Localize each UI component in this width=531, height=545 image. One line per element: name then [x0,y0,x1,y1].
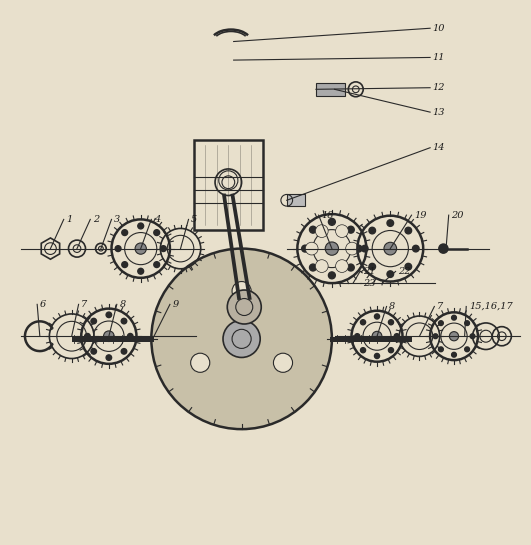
Circle shape [91,318,97,324]
Circle shape [384,243,397,255]
Circle shape [387,271,393,277]
Text: 11: 11 [433,53,446,62]
Circle shape [122,262,127,268]
Circle shape [389,348,393,353]
Circle shape [336,225,348,238]
Circle shape [273,353,293,372]
Circle shape [361,320,365,325]
Text: 8: 8 [119,300,126,309]
Circle shape [438,243,449,254]
Circle shape [451,353,456,357]
Text: 22: 22 [398,267,411,276]
Circle shape [305,242,318,255]
Text: 14: 14 [433,143,446,152]
Circle shape [328,272,336,279]
Circle shape [372,331,382,341]
Text: 19: 19 [414,211,427,220]
Bar [287,195,305,206]
Circle shape [413,245,419,252]
Circle shape [310,264,316,271]
Circle shape [160,246,166,252]
Circle shape [302,245,309,252]
Circle shape [355,334,360,339]
Circle shape [451,316,456,320]
Circle shape [439,321,443,325]
Text: 6: 6 [40,300,46,309]
Circle shape [223,320,260,358]
Text: 20: 20 [451,211,464,220]
Circle shape [374,314,380,319]
Circle shape [135,243,147,254]
Circle shape [121,318,127,324]
Circle shape [465,321,469,325]
Circle shape [106,355,112,360]
Circle shape [191,353,210,372]
Circle shape [405,227,412,234]
Text: 3: 3 [114,215,121,224]
Circle shape [232,282,251,301]
Circle shape [84,334,90,339]
Circle shape [387,220,393,226]
Circle shape [121,349,127,354]
Text: 7: 7 [437,302,443,311]
Circle shape [106,312,112,318]
Circle shape [389,320,393,325]
Text: 2: 2 [93,215,99,224]
Text: 9: 9 [173,300,179,309]
Bar [316,83,345,96]
Circle shape [449,331,459,341]
Circle shape [439,347,443,352]
Text: 21: 21 [363,267,375,276]
Circle shape [154,262,160,268]
Circle shape [138,268,143,274]
Circle shape [347,264,354,271]
Circle shape [369,263,375,270]
Circle shape [369,227,375,234]
Circle shape [115,246,121,252]
Circle shape [315,225,328,238]
Circle shape [405,263,412,270]
Circle shape [336,260,348,272]
Text: 18: 18 [321,211,334,220]
Text: 5: 5 [191,215,198,224]
Text: 10: 10 [433,24,446,33]
Circle shape [227,290,261,324]
Circle shape [151,249,332,429]
Circle shape [328,219,336,225]
Circle shape [470,334,475,338]
Circle shape [310,226,316,233]
Circle shape [394,334,399,339]
Text: 13: 13 [433,108,446,117]
Circle shape [127,334,133,339]
Text: 12: 12 [433,83,446,92]
Circle shape [104,331,114,342]
Text: 4: 4 [154,215,160,224]
Circle shape [374,353,380,359]
Circle shape [315,260,328,272]
Circle shape [138,223,143,229]
Text: 8: 8 [389,302,396,311]
Circle shape [154,229,160,235]
Bar [194,140,263,230]
Circle shape [347,226,354,233]
Text: 7: 7 [81,300,88,309]
Circle shape [91,349,97,354]
Text: 15,16,17: 15,16,17 [469,302,512,311]
Circle shape [346,242,358,255]
Circle shape [361,348,365,353]
Circle shape [122,229,127,235]
Text: 23: 23 [363,278,375,288]
Circle shape [362,245,368,252]
Circle shape [325,242,339,255]
Circle shape [433,334,438,338]
Circle shape [465,347,469,352]
Circle shape [355,245,362,252]
Text: 1: 1 [66,215,73,224]
